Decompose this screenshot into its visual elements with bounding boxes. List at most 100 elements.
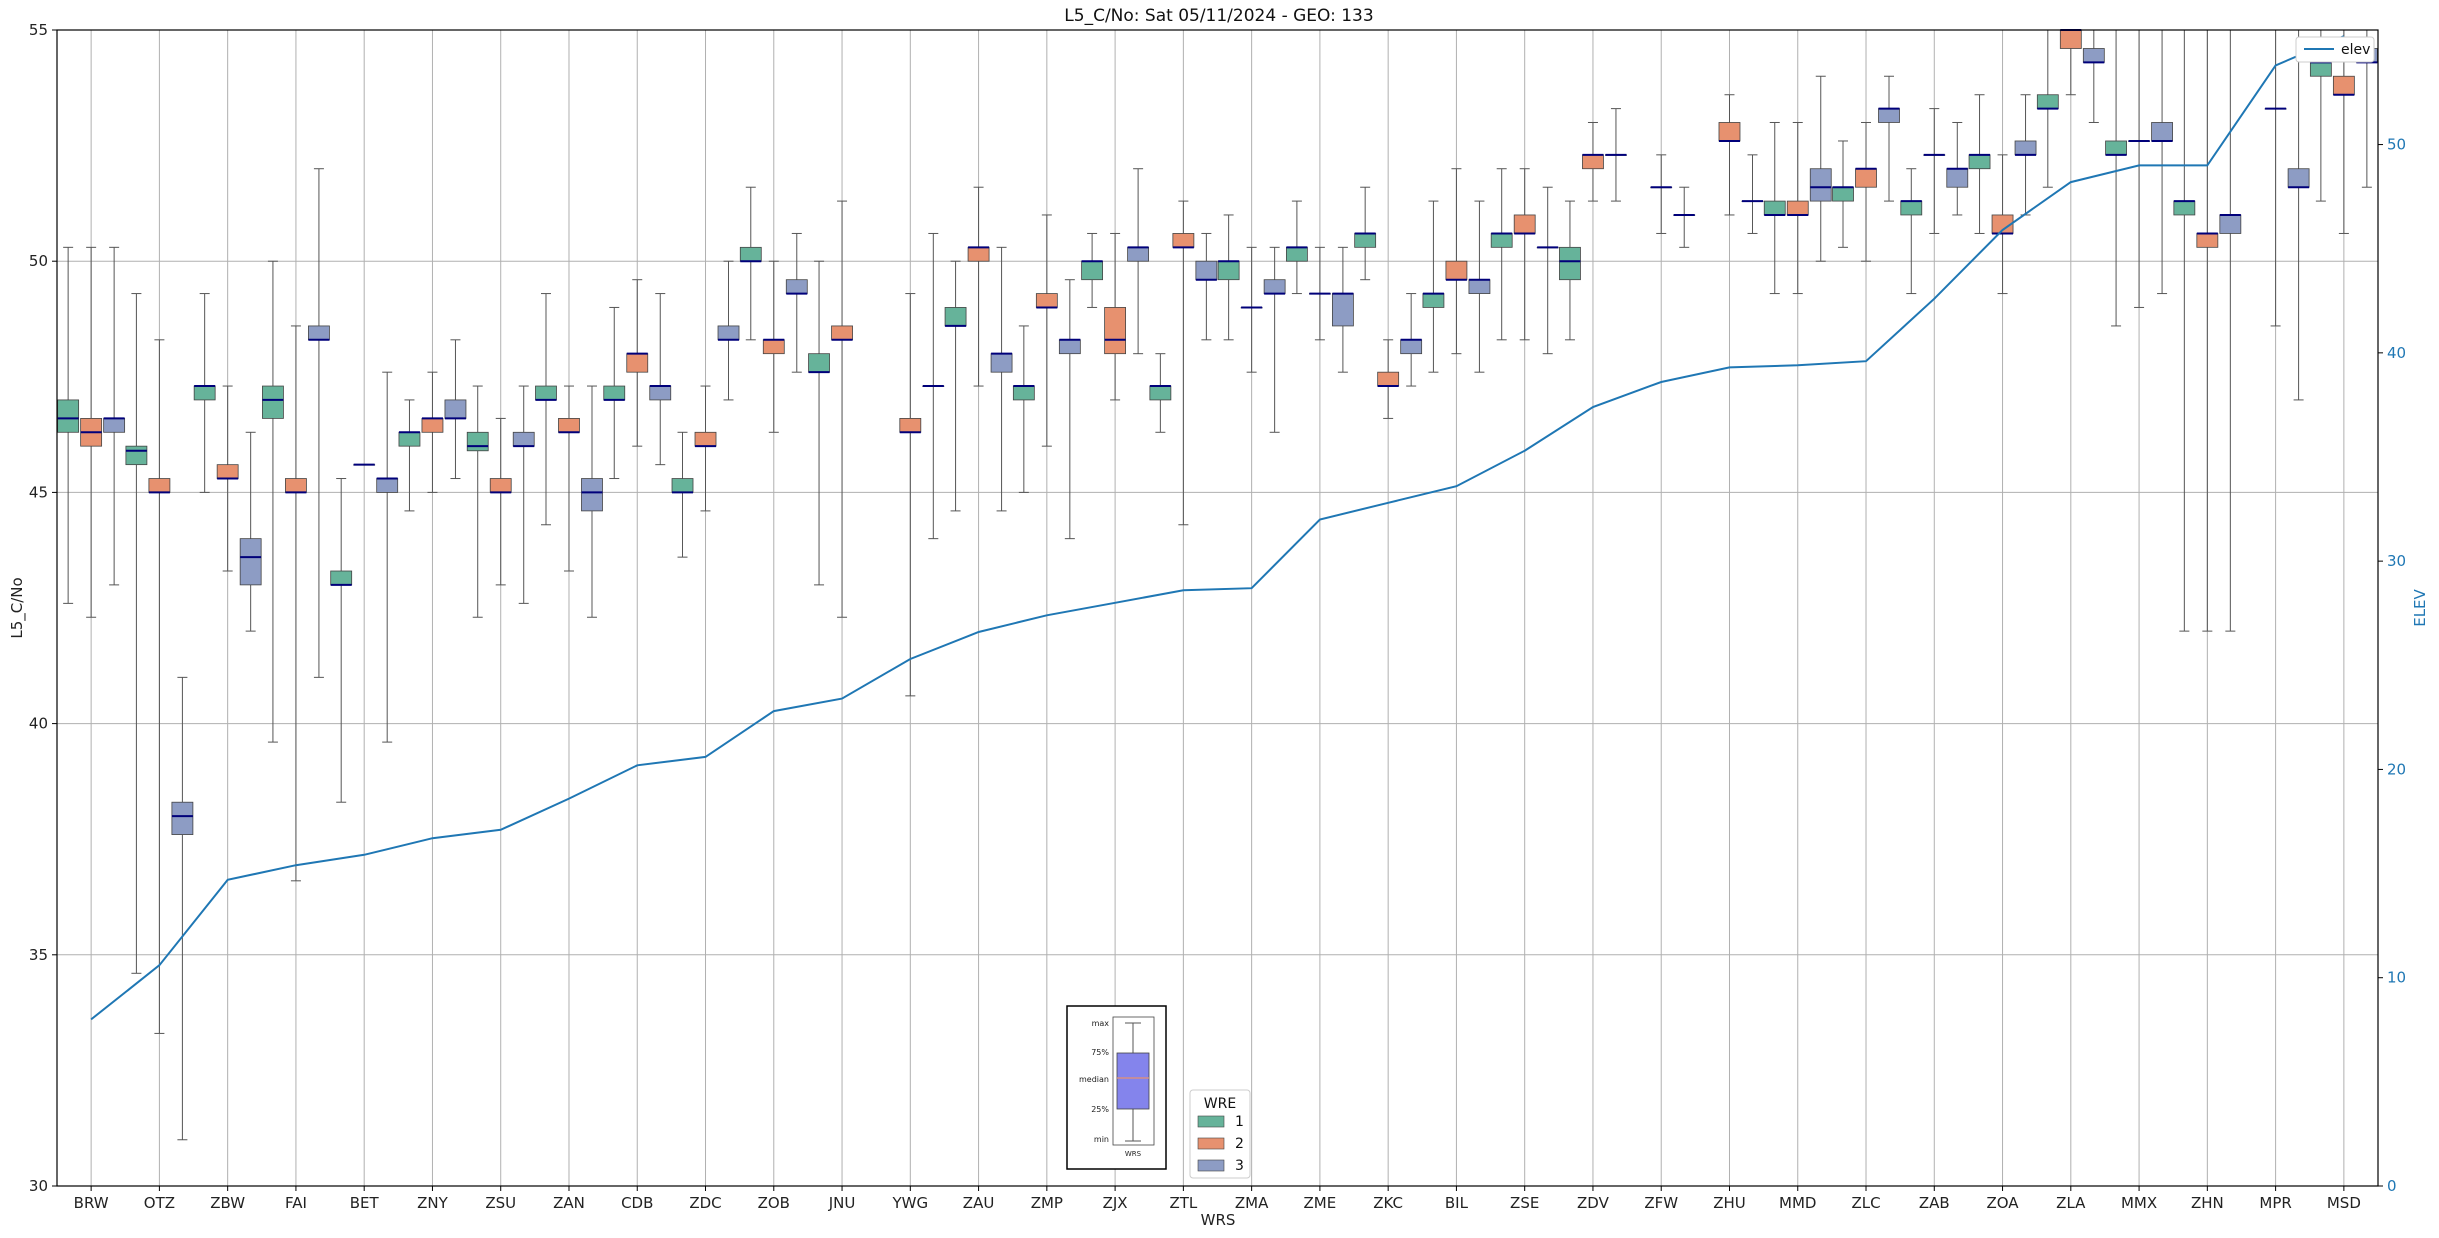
box-wre-3 [1878, 108, 1900, 123]
box-key-label-min: min [1094, 1135, 1109, 1144]
right-y-tick-label: 30 [2387, 552, 2406, 570]
wre-legend-label-1: 1 [1235, 1114, 1244, 1130]
box-wre-1 [1559, 246, 1581, 281]
box-wre-2 [2332, 75, 2355, 96]
box-wre-2 [489, 478, 512, 493]
grid [57, 29, 2378, 1187]
box-wre-3 [1127, 246, 1150, 262]
x-tick-label: ZAN [553, 1194, 585, 1212]
box-wre-3 [785, 279, 808, 294]
x-tick-label: ZSU [485, 1194, 516, 1212]
box-wre-3 [2014, 140, 2037, 156]
wre-legend: WRE 1 2 3 [1189, 1089, 1251, 1179]
x-tick-label: MPR [2259, 1194, 2291, 1212]
box-wre-2 [421, 418, 444, 433]
box-wre-1 [466, 431, 489, 452]
wre-legend-title: WRE [1204, 1096, 1236, 1112]
x-tick-label: ZME [1304, 1194, 1337, 1212]
y-tick-label: 40 [29, 715, 48, 733]
box-wre-2 [285, 478, 307, 493]
box-wre-1 [1968, 154, 1991, 170]
box-wre-1 [603, 385, 626, 401]
box-wre-1 [262, 385, 284, 419]
box-wre-3 [1468, 279, 1491, 294]
x-tick-label: BIL [1445, 1194, 1469, 1212]
x-tick-label: BRW [74, 1194, 109, 1212]
box-key-inner-frame [1112, 1016, 1155, 1146]
x-tick-label: ZHN [2191, 1194, 2224, 1212]
box-wre-1 [1081, 260, 1104, 281]
box-key-label-median: median [1079, 1075, 1109, 1084]
box-wre-3 [717, 325, 740, 341]
x-tick-label: ZMP [1031, 1194, 1063, 1212]
box-wre-1 [2105, 140, 2127, 156]
box-wre-3 [171, 801, 194, 835]
right-y-tick-label: 50 [2387, 136, 2406, 154]
y-tick-label: 55 [29, 21, 48, 39]
box-wre-1 [944, 307, 967, 327]
wre-legend-label-3: 3 [1235, 1158, 1244, 1174]
box-wre-1 [2173, 200, 2196, 216]
x-tick-label: MMD [1779, 1194, 1816, 1212]
plot-frame [56, 29, 2379, 1187]
x-tick-label: MMX [2121, 1194, 2157, 1212]
x-tick-label: MSD [2327, 1194, 2361, 1212]
right-y-tick-label: 0 [2387, 1177, 2397, 1195]
box-wre-3 [2219, 214, 2242, 234]
box-wre-2 [558, 418, 580, 433]
box-wre-3 [239, 538, 262, 586]
x-tick-label: CDB [621, 1194, 653, 1212]
box-key-label-q1: 25% [1091, 1105, 1109, 1114]
box-wre-3 [1263, 279, 1286, 294]
x-tick-label: ZSE [1510, 1194, 1539, 1212]
box-wre-3 [376, 478, 399, 493]
box-wre-1 [808, 353, 830, 373]
x-tick-label: ZHU [1713, 1194, 1746, 1212]
box-wre-2 [626, 353, 649, 373]
box-wre-1 [125, 445, 148, 466]
elev-legend-label: elev [2341, 42, 2370, 58]
box-key-box [1116, 1052, 1150, 1110]
box-wre-2 [1582, 154, 1604, 170]
box-wre-3 [103, 418, 126, 433]
box-wre-2 [2059, 29, 2082, 49]
wre-legend-swatch-3 [1197, 1159, 1225, 1172]
box-wre-1 [739, 246, 762, 262]
box-wre-1 [193, 385, 216, 401]
y-axis-title: L5_C/No [8, 577, 27, 638]
box-wre-2 [2196, 233, 2219, 248]
elev-legend: elev [2295, 36, 2375, 63]
axes: BRW OTZ ZBW FAI BET ZNY ZSU ZAN CDB ZDC ZOB JNU YWG Z… [29, 21, 2406, 1212]
box-wre-1 [1012, 385, 1035, 401]
box-key-xlabel: WRS [1125, 1150, 1142, 1158]
box-wre-1 [2309, 61, 2332, 77]
box-wre-1 [1354, 233, 1377, 248]
box-wre-2 [148, 478, 171, 493]
box-wre-1 [1217, 260, 1240, 281]
box-key: max 75% median 25% min WRS [1066, 1005, 1167, 1170]
box-wre-3 [990, 353, 1013, 373]
box-wre-1 [535, 385, 557, 401]
box-wre-1 [2036, 94, 2059, 110]
box-wre-3 [2082, 48, 2105, 63]
box-wre-2 [831, 325, 853, 341]
box-wre-3 [581, 478, 603, 512]
elev-line-layer [90, 35, 2345, 1021]
box-wre-2 [1035, 293, 1058, 308]
box-wre-1 [1490, 233, 1513, 248]
x-tick-label: ZLA [2056, 1194, 2086, 1212]
box-wre-3 [1195, 260, 1218, 281]
box-wre-3 [308, 325, 330, 341]
x-tick-label: ZFW [1644, 1194, 1678, 1212]
y-tick-label: 30 [29, 1177, 48, 1195]
box-key-frame [1066, 1005, 1167, 1170]
box-wre-1 [1900, 200, 1923, 216]
box-wre-1 [671, 478, 694, 493]
x-tick-label: OTZ [144, 1194, 175, 1212]
x-tick-label: ZDC [689, 1194, 721, 1212]
box-wre-1 [57, 399, 80, 433]
y-tick-label: 50 [29, 252, 48, 270]
x-tick-label: YWG [891, 1194, 928, 1212]
box-wre-3 [512, 431, 535, 447]
x-tick-label: ZDV [1577, 1194, 1610, 1212]
